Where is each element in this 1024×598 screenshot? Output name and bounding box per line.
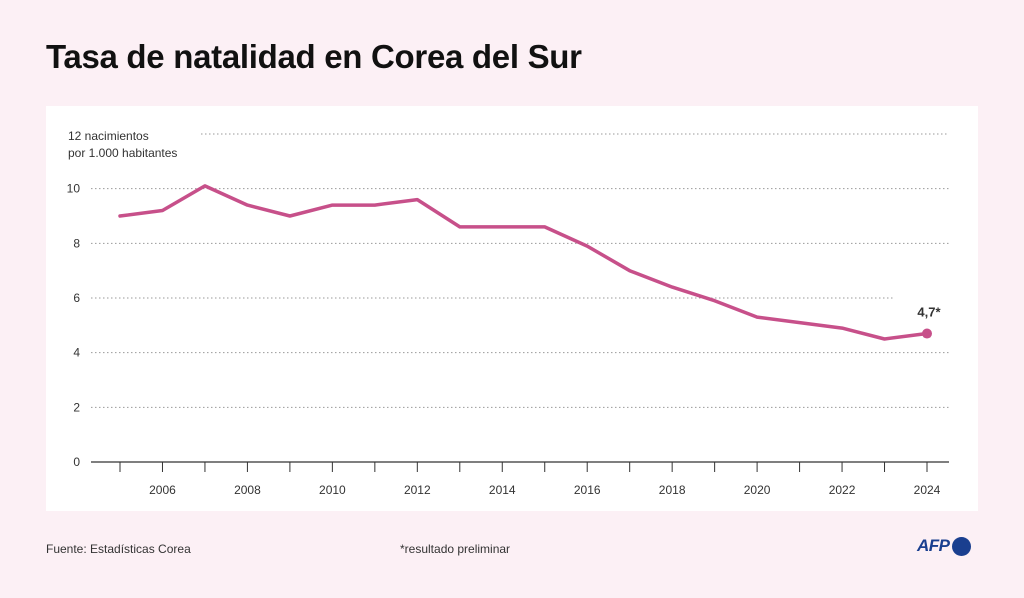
x-tick-label: 2008 [234,483,261,497]
line-chart: 12 nacimientos por 1.000 habitantes 0 2 4 6… [67,129,949,497]
y-tick-label: 10 [67,182,81,196]
y-tick-label: 4 [73,346,80,360]
y-tick-label: 2 [73,400,80,414]
logo-dot-icon [951,536,971,556]
last-point-marker [922,328,932,339]
y-axis-label-line-2: por 1.000 habitantes [68,146,177,160]
afp-logo: AFP [917,536,971,556]
y-tick-label: 8 [73,236,80,250]
x-tick-label: 2010 [319,483,346,497]
series-line [118,184,929,341]
footnote-text: *resultado preliminar [400,542,511,556]
x-tick-label: 2014 [489,483,516,497]
x-tick-label: 2020 [744,483,771,497]
source-text: Fuente: Estadísticas Corea [46,542,191,556]
x-tick-label: 2016 [574,483,601,497]
y-axis-label-line-1: 12 nacimientos [68,129,149,143]
x-tick-label: 2006 [149,483,176,497]
chart-title: Tasa de natalidad en Corea del Sur [46,38,582,75]
logo-text: AFP [917,536,950,555]
last-point-label: 4,7* [917,305,941,320]
x-tick-label: 2022 [829,483,856,497]
x-tick-label: 2024 [914,483,941,497]
y-tick-label: 6 [73,291,80,305]
x-tick-label: 2018 [659,483,686,497]
x-tick-label: 2012 [404,483,431,497]
y-tick-label: 0 [73,455,80,469]
chart-panel: 12 nacimientos por 1.000 habitantes 0 2 4 6… [46,106,978,511]
